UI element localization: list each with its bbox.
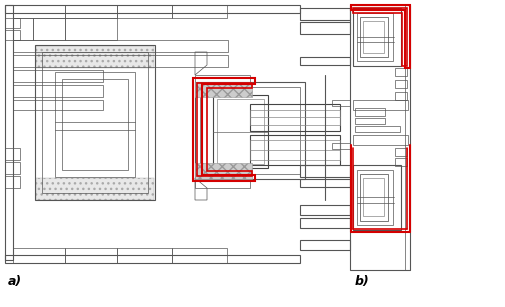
Bar [355,126,399,132]
Bar [55,72,135,177]
Bar [362,178,383,216]
Bar [194,82,251,97]
Bar [394,68,406,76]
Bar [194,82,305,179]
Bar [355,118,384,124]
Bar [172,248,227,263]
Bar [352,135,407,145]
Bar [65,248,117,263]
Bar [172,5,227,18]
Bar [394,80,406,88]
Bar [352,8,400,66]
Bar [117,248,172,263]
Bar [194,75,249,85]
Bar [299,22,349,34]
Bar [299,240,349,250]
Bar [299,8,349,20]
Bar [5,176,20,188]
Bar [13,85,103,97]
Bar [5,162,20,174]
Bar [359,17,387,57]
Bar [299,165,349,177]
Bar [249,135,339,165]
Bar [249,104,339,131]
Bar [13,70,103,82]
Bar [194,163,251,179]
Bar [194,178,249,188]
Bar [299,57,349,65]
Bar [394,92,406,100]
Bar [249,140,339,160]
Bar [117,5,172,18]
Bar [394,148,406,156]
Bar [355,108,384,116]
Bar [65,5,117,18]
Bar [13,40,228,52]
Bar [13,100,103,110]
Bar [13,5,65,18]
Bar [42,52,147,193]
Bar [5,255,299,263]
Bar [13,55,228,67]
Bar [5,5,299,13]
Bar [35,45,155,200]
Bar [299,218,349,228]
Bar [5,30,20,40]
Bar [357,170,392,225]
Bar [5,148,20,160]
Bar [199,87,299,174]
Bar [65,18,117,40]
Bar [362,21,383,53]
Bar [36,178,154,200]
Bar [33,18,65,40]
Bar [404,5,409,270]
Bar [331,100,349,106]
Bar [352,100,407,110]
Bar [249,110,339,125]
Bar [352,165,400,230]
Bar [331,143,349,149]
Text: a): a) [8,275,22,288]
Bar [349,5,409,270]
Bar [36,46,154,68]
Bar [5,18,20,28]
Bar [213,95,268,168]
Text: b): b) [355,275,369,288]
Bar [5,5,13,260]
Bar [13,18,33,40]
Bar [13,248,65,263]
Bar [359,174,387,221]
Bar [217,99,264,164]
Bar [299,205,349,215]
Bar [299,179,349,187]
Bar [394,158,406,166]
Bar [62,79,128,170]
Bar [357,13,392,61]
